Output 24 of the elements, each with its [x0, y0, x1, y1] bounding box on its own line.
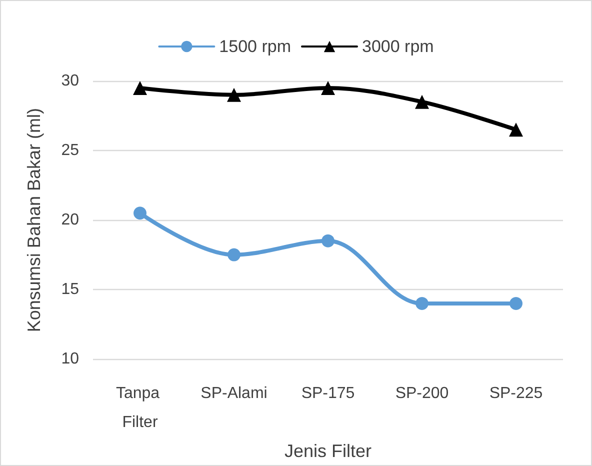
point: [509, 122, 523, 137]
point: [322, 234, 334, 248]
legend-label: 3000 rpm: [362, 37, 434, 56]
point: [415, 94, 429, 109]
point: [510, 296, 522, 310]
y-tick-label: 25: [61, 142, 80, 160]
point: [416, 296, 428, 310]
y-tick-label: 30: [61, 72, 80, 90]
x-tick-label: SP-Alami: [200, 385, 268, 402]
x-tick-label: Tanpa Filter: [116, 385, 164, 432]
point: [228, 248, 240, 262]
point: [133, 80, 147, 95]
y-tick-label: 20: [61, 212, 80, 229]
x-tick-label: SP-225: [489, 385, 543, 402]
y-axis-title: Konsumsi Bahan Bakar (ml): [24, 108, 44, 332]
point: [227, 88, 241, 102]
x-tick-label: SP-200: [395, 385, 449, 402]
point: [134, 206, 146, 220]
y-tick-label: 10: [61, 350, 80, 368]
y-tick-label: 15: [61, 281, 80, 298]
x-tick-label: SP-175: [301, 385, 355, 402]
point: [321, 80, 335, 95]
x-axis-title: Jenis Filter: [284, 441, 372, 461]
legend-label: 1500 rpm: [219, 37, 292, 56]
